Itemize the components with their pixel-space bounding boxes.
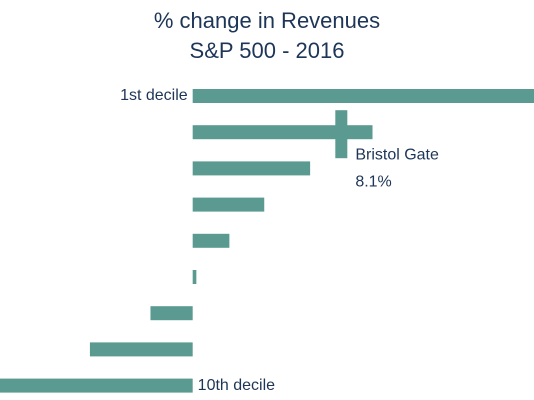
bar xyxy=(89,342,193,357)
category-label: 10th decile xyxy=(198,377,275,394)
chart-title: % change in Revenues xyxy=(154,8,380,33)
bar xyxy=(192,197,265,212)
bar xyxy=(192,270,197,284)
bar xyxy=(150,306,193,321)
annotation-label: Bristol Gate xyxy=(355,146,439,163)
bar xyxy=(0,378,193,393)
chart-subtitle: S&P 500 - 2016 xyxy=(190,38,345,63)
annotation-marker xyxy=(335,110,348,159)
bar xyxy=(192,161,311,176)
annotation-value: 8.1% xyxy=(355,173,391,190)
bar xyxy=(192,233,230,248)
bar xyxy=(192,89,534,103)
bar xyxy=(192,125,373,140)
category-label: 1st decile xyxy=(120,87,188,104)
